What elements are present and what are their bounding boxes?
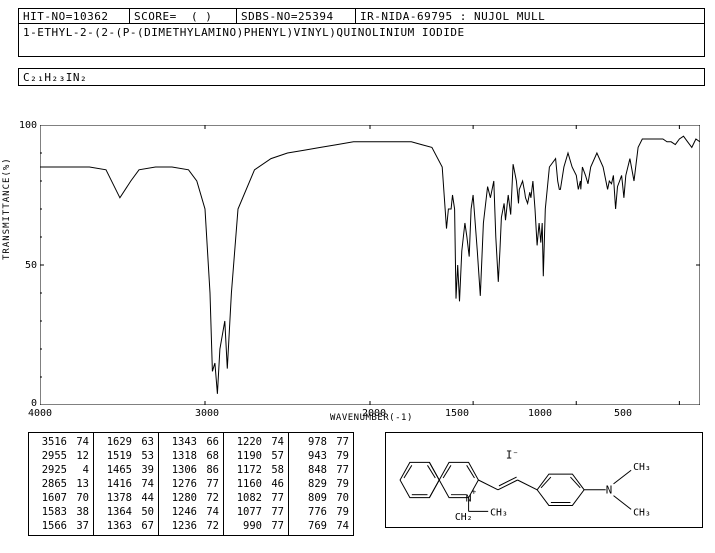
compound-name: 1-ETHYL-2-(2-(P-(DIMETHYLAMINO)PHENYL)VI… — [23, 26, 465, 39]
hit-no-box: HIT-NO=10362 — [18, 8, 130, 24]
score-value: ( ) — [191, 10, 212, 23]
peak-row: 122074 — [228, 435, 284, 449]
peak-row: 29254 — [33, 463, 89, 477]
peak-row: 286513 — [33, 477, 89, 491]
ch3-a-label: CH₃ — [633, 462, 651, 473]
peak-row: 94379 — [293, 449, 349, 463]
plus-label: + — [472, 488, 477, 497]
molecule-structure: N + CH₂ CH₃ I⁻ N CH₃ CH₃ — [385, 432, 703, 528]
peak-row: 107777 — [228, 505, 284, 519]
peak-row: 123672 — [163, 519, 219, 533]
hit-no-label: HIT-NO= — [23, 10, 73, 23]
peak-row: 76974 — [293, 519, 349, 533]
peak-row: 136450 — [98, 505, 154, 519]
peak-row: 99077 — [228, 519, 284, 533]
xtick-500: 500 — [614, 408, 632, 419]
peak-row: 130686 — [163, 463, 219, 477]
peak-row: 97877 — [293, 435, 349, 449]
xtick-4000: 4000 — [28, 408, 52, 419]
sdbs-box: SDBS-NO=25394 — [236, 8, 356, 24]
compound-name-box: 1-ETHYL-2-(2-(P-(DIMETHYLAMINO)PHENYL)VI… — [18, 23, 705, 57]
peak-row: 134366 — [163, 435, 219, 449]
peak-row: 160770 — [33, 491, 89, 505]
peak-row: 127677 — [163, 477, 219, 491]
peak-row: 351674 — [33, 435, 89, 449]
peak-row: 131868 — [163, 449, 219, 463]
spectrum-chart — [40, 125, 700, 405]
ir-label: IR-NIDA-69795 : NUJOL MULL — [360, 10, 545, 23]
ch3-ethyl-label: CH₃ — [490, 507, 508, 518]
spectrum-svg — [40, 125, 700, 405]
x-axis-label: WAVENUMBER(-1) — [330, 413, 413, 423]
score-label: SCORE= — [134, 10, 177, 23]
peak-row: 116046 — [228, 477, 284, 491]
hit-no-value: 10362 — [73, 10, 109, 23]
ch2-label: CH₂ — [455, 512, 473, 523]
peak-row: 128072 — [163, 491, 219, 505]
iodide-label: I⁻ — [506, 448, 519, 461]
xtick-1000: 1000 — [528, 408, 552, 419]
peak-column: 3516742955122925428651316077015833815663… — [29, 433, 94, 535]
peak-row: 151953 — [98, 449, 154, 463]
peak-row: 108277 — [228, 491, 284, 505]
peak-column: 97877943798487782979809707767976974 — [289, 433, 353, 535]
sdbs-value: 25394 — [298, 10, 334, 23]
peak-row: 158338 — [33, 505, 89, 519]
peak-row: 80970 — [293, 491, 349, 505]
ytick-50: 50 — [25, 260, 37, 271]
peak-column: 1343661318681306861276771280721246741236… — [159, 433, 224, 535]
y-axis-label: TRANSMITTANCE(%) — [2, 157, 12, 260]
peak-column: 1629631519531465391416741378441364501363… — [94, 433, 159, 535]
peak-row: 82979 — [293, 477, 349, 491]
peak-row: 137844 — [98, 491, 154, 505]
peak-row: 124674 — [163, 505, 219, 519]
ch3-b-label: CH₃ — [633, 507, 651, 518]
peak-row: 117258 — [228, 463, 284, 477]
peak-row: 156637 — [33, 519, 89, 533]
xtick-1500: 1500 — [445, 408, 469, 419]
peak-column: 1220741190571172581160461082771077779907… — [224, 433, 289, 535]
peak-row: 136367 — [98, 519, 154, 533]
score-box: SCORE= ( ) — [129, 8, 237, 24]
peak-row: 77679 — [293, 505, 349, 519]
xtick-3000: 3000 — [195, 408, 219, 419]
formula: C₂₁H₂₃IN₂ — [23, 71, 87, 84]
peak-row: 84877 — [293, 463, 349, 477]
ytick-100: 100 — [19, 120, 37, 131]
molecule-svg: N + CH₂ CH₃ I⁻ N CH₃ CH₃ — [386, 433, 702, 527]
peak-row: 119057 — [228, 449, 284, 463]
peak-row: 141674 — [98, 477, 154, 491]
formula-box: C₂₁H₂₃IN₂ — [18, 68, 705, 86]
n-label: N — [606, 484, 612, 497]
ir-box: IR-NIDA-69795 : NUJOL MULL — [355, 8, 705, 24]
peak-row: 162963 — [98, 435, 154, 449]
peak-table: 3516742955122925428651316077015833815663… — [28, 432, 354, 536]
sdbs-label: SDBS-NO= — [241, 10, 298, 23]
peak-row: 146539 — [98, 463, 154, 477]
peak-row: 295512 — [33, 449, 89, 463]
